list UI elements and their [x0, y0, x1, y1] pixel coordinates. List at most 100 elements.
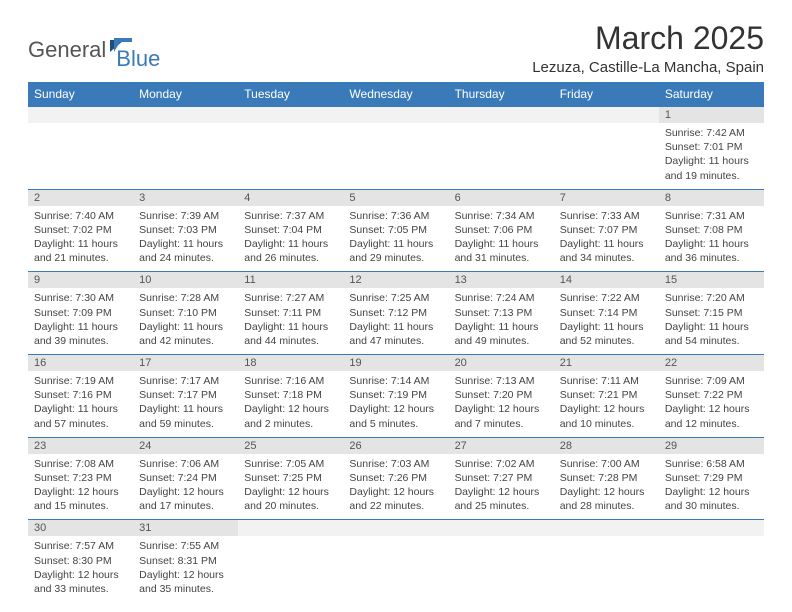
day-number-cell: 13 [449, 272, 554, 289]
day-content-cell [238, 123, 343, 189]
day-number-row: 16171819202122 [28, 355, 764, 372]
day-content-cell: Sunrise: 7:16 AMSunset: 7:18 PMDaylight:… [238, 371, 343, 437]
day-content-cell: Sunrise: 7:05 AMSunset: 7:25 PMDaylight:… [238, 454, 343, 520]
brand-part2: Blue [116, 46, 160, 72]
day-number-cell: 26 [343, 437, 448, 454]
day-content-cell [554, 123, 659, 189]
day-content-row: Sunrise: 7:42 AMSunset: 7:01 PMDaylight:… [28, 123, 764, 189]
day-content-cell: Sunrise: 6:58 AMSunset: 7:29 PMDaylight:… [659, 454, 764, 520]
day-number-cell: 28 [554, 437, 659, 454]
day-number-cell: 20 [449, 355, 554, 372]
day-number-cell: 10 [133, 272, 238, 289]
day-number-cell [343, 520, 448, 537]
day-number-cell: 4 [238, 189, 343, 206]
day-number-cell: 16 [28, 355, 133, 372]
day-content-cell: Sunrise: 7:31 AMSunset: 7:08 PMDaylight:… [659, 206, 764, 272]
day-content-row: Sunrise: 7:19 AMSunset: 7:16 PMDaylight:… [28, 371, 764, 437]
brand-logo: General Blue [28, 28, 160, 72]
day-content-cell: Sunrise: 7:37 AMSunset: 7:04 PMDaylight:… [238, 206, 343, 272]
day-number-cell [659, 520, 764, 537]
day-number-cell: 30 [28, 520, 133, 537]
day-number-cell: 6 [449, 189, 554, 206]
day-content-cell: Sunrise: 7:24 AMSunset: 7:13 PMDaylight:… [449, 288, 554, 354]
day-content-cell: Sunrise: 7:03 AMSunset: 7:26 PMDaylight:… [343, 454, 448, 520]
weekday-header: Wednesday [343, 82, 448, 107]
day-number-row: 1 [28, 107, 764, 124]
weekday-header: Friday [554, 82, 659, 107]
day-number-cell: 19 [343, 355, 448, 372]
day-number-cell: 11 [238, 272, 343, 289]
day-content-cell [28, 123, 133, 189]
calendar-body: 1Sunrise: 7:42 AMSunset: 7:01 PMDaylight… [28, 107, 764, 603]
day-content-cell: Sunrise: 7:06 AMSunset: 7:24 PMDaylight:… [133, 454, 238, 520]
day-content-cell: Sunrise: 7:00 AMSunset: 7:28 PMDaylight:… [554, 454, 659, 520]
day-content-cell: Sunrise: 7:14 AMSunset: 7:19 PMDaylight:… [343, 371, 448, 437]
weekday-header: Sunday [28, 82, 133, 107]
day-number-cell [449, 520, 554, 537]
day-number-cell: 18 [238, 355, 343, 372]
day-number-cell: 7 [554, 189, 659, 206]
day-number-cell: 23 [28, 437, 133, 454]
weekday-header: Saturday [659, 82, 764, 107]
day-number-cell: 12 [343, 272, 448, 289]
day-content-cell: Sunrise: 7:22 AMSunset: 7:14 PMDaylight:… [554, 288, 659, 354]
day-content-cell: Sunrise: 7:42 AMSunset: 7:01 PMDaylight:… [659, 123, 764, 189]
day-content-cell: Sunrise: 7:19 AMSunset: 7:16 PMDaylight:… [28, 371, 133, 437]
day-number-cell: 15 [659, 272, 764, 289]
day-number-cell: 25 [238, 437, 343, 454]
day-number-cell: 24 [133, 437, 238, 454]
day-number-cell: 14 [554, 272, 659, 289]
day-content-cell: Sunrise: 7:02 AMSunset: 7:27 PMDaylight:… [449, 454, 554, 520]
day-number-cell: 8 [659, 189, 764, 206]
day-number-cell: 2 [28, 189, 133, 206]
day-content-cell: Sunrise: 7:11 AMSunset: 7:21 PMDaylight:… [554, 371, 659, 437]
calendar-table: SundayMondayTuesdayWednesdayThursdayFrid… [28, 82, 764, 602]
brand-part1: General [28, 37, 106, 63]
weekday-header: Monday [133, 82, 238, 107]
day-content-cell: Sunrise: 7:57 AMSunset: 8:30 PMDaylight:… [28, 536, 133, 602]
title-block: March 2025 Lezuza, Castille-La Mancha, S… [532, 20, 764, 76]
day-content-cell: Sunrise: 7:36 AMSunset: 7:05 PMDaylight:… [343, 206, 448, 272]
day-number-row: 9101112131415 [28, 272, 764, 289]
day-number-cell [133, 107, 238, 124]
day-number-cell: 17 [133, 355, 238, 372]
day-content-cell [554, 536, 659, 602]
day-content-row: Sunrise: 7:08 AMSunset: 7:23 PMDaylight:… [28, 454, 764, 520]
day-content-cell: Sunrise: 7:13 AMSunset: 7:20 PMDaylight:… [449, 371, 554, 437]
day-number-cell: 21 [554, 355, 659, 372]
day-content-cell [449, 123, 554, 189]
day-number-cell [343, 107, 448, 124]
weekday-header: Tuesday [238, 82, 343, 107]
day-number-cell [554, 520, 659, 537]
day-number-cell [449, 107, 554, 124]
location: Lezuza, Castille-La Mancha, Spain [532, 59, 764, 76]
day-number-cell: 5 [343, 189, 448, 206]
day-number-cell: 22 [659, 355, 764, 372]
day-content-row: Sunrise: 7:57 AMSunset: 8:30 PMDaylight:… [28, 536, 764, 602]
day-content-cell: Sunrise: 7:20 AMSunset: 7:15 PMDaylight:… [659, 288, 764, 354]
month-title: March 2025 [532, 20, 764, 57]
day-number-cell: 27 [449, 437, 554, 454]
day-content-row: Sunrise: 7:30 AMSunset: 7:09 PMDaylight:… [28, 288, 764, 354]
day-content-cell: Sunrise: 7:25 AMSunset: 7:12 PMDaylight:… [343, 288, 448, 354]
day-number-cell: 1 [659, 107, 764, 124]
day-content-cell: Sunrise: 7:17 AMSunset: 7:17 PMDaylight:… [133, 371, 238, 437]
day-content-cell [133, 123, 238, 189]
day-content-cell [238, 536, 343, 602]
day-content-cell: Sunrise: 7:28 AMSunset: 7:10 PMDaylight:… [133, 288, 238, 354]
day-content-cell: Sunrise: 7:39 AMSunset: 7:03 PMDaylight:… [133, 206, 238, 272]
day-content-cell [343, 536, 448, 602]
day-number-row: 2345678 [28, 189, 764, 206]
day-content-cell [659, 536, 764, 602]
day-number-cell: 31 [133, 520, 238, 537]
day-number-cell: 29 [659, 437, 764, 454]
day-number-row: 23242526272829 [28, 437, 764, 454]
day-content-cell: Sunrise: 7:40 AMSunset: 7:02 PMDaylight:… [28, 206, 133, 272]
day-content-cell: Sunrise: 7:55 AMSunset: 8:31 PMDaylight:… [133, 536, 238, 602]
day-number-cell [554, 107, 659, 124]
day-content-row: Sunrise: 7:40 AMSunset: 7:02 PMDaylight:… [28, 206, 764, 272]
day-number-cell [238, 107, 343, 124]
day-number-cell [238, 520, 343, 537]
day-content-cell: Sunrise: 7:34 AMSunset: 7:06 PMDaylight:… [449, 206, 554, 272]
day-content-cell: Sunrise: 7:30 AMSunset: 7:09 PMDaylight:… [28, 288, 133, 354]
